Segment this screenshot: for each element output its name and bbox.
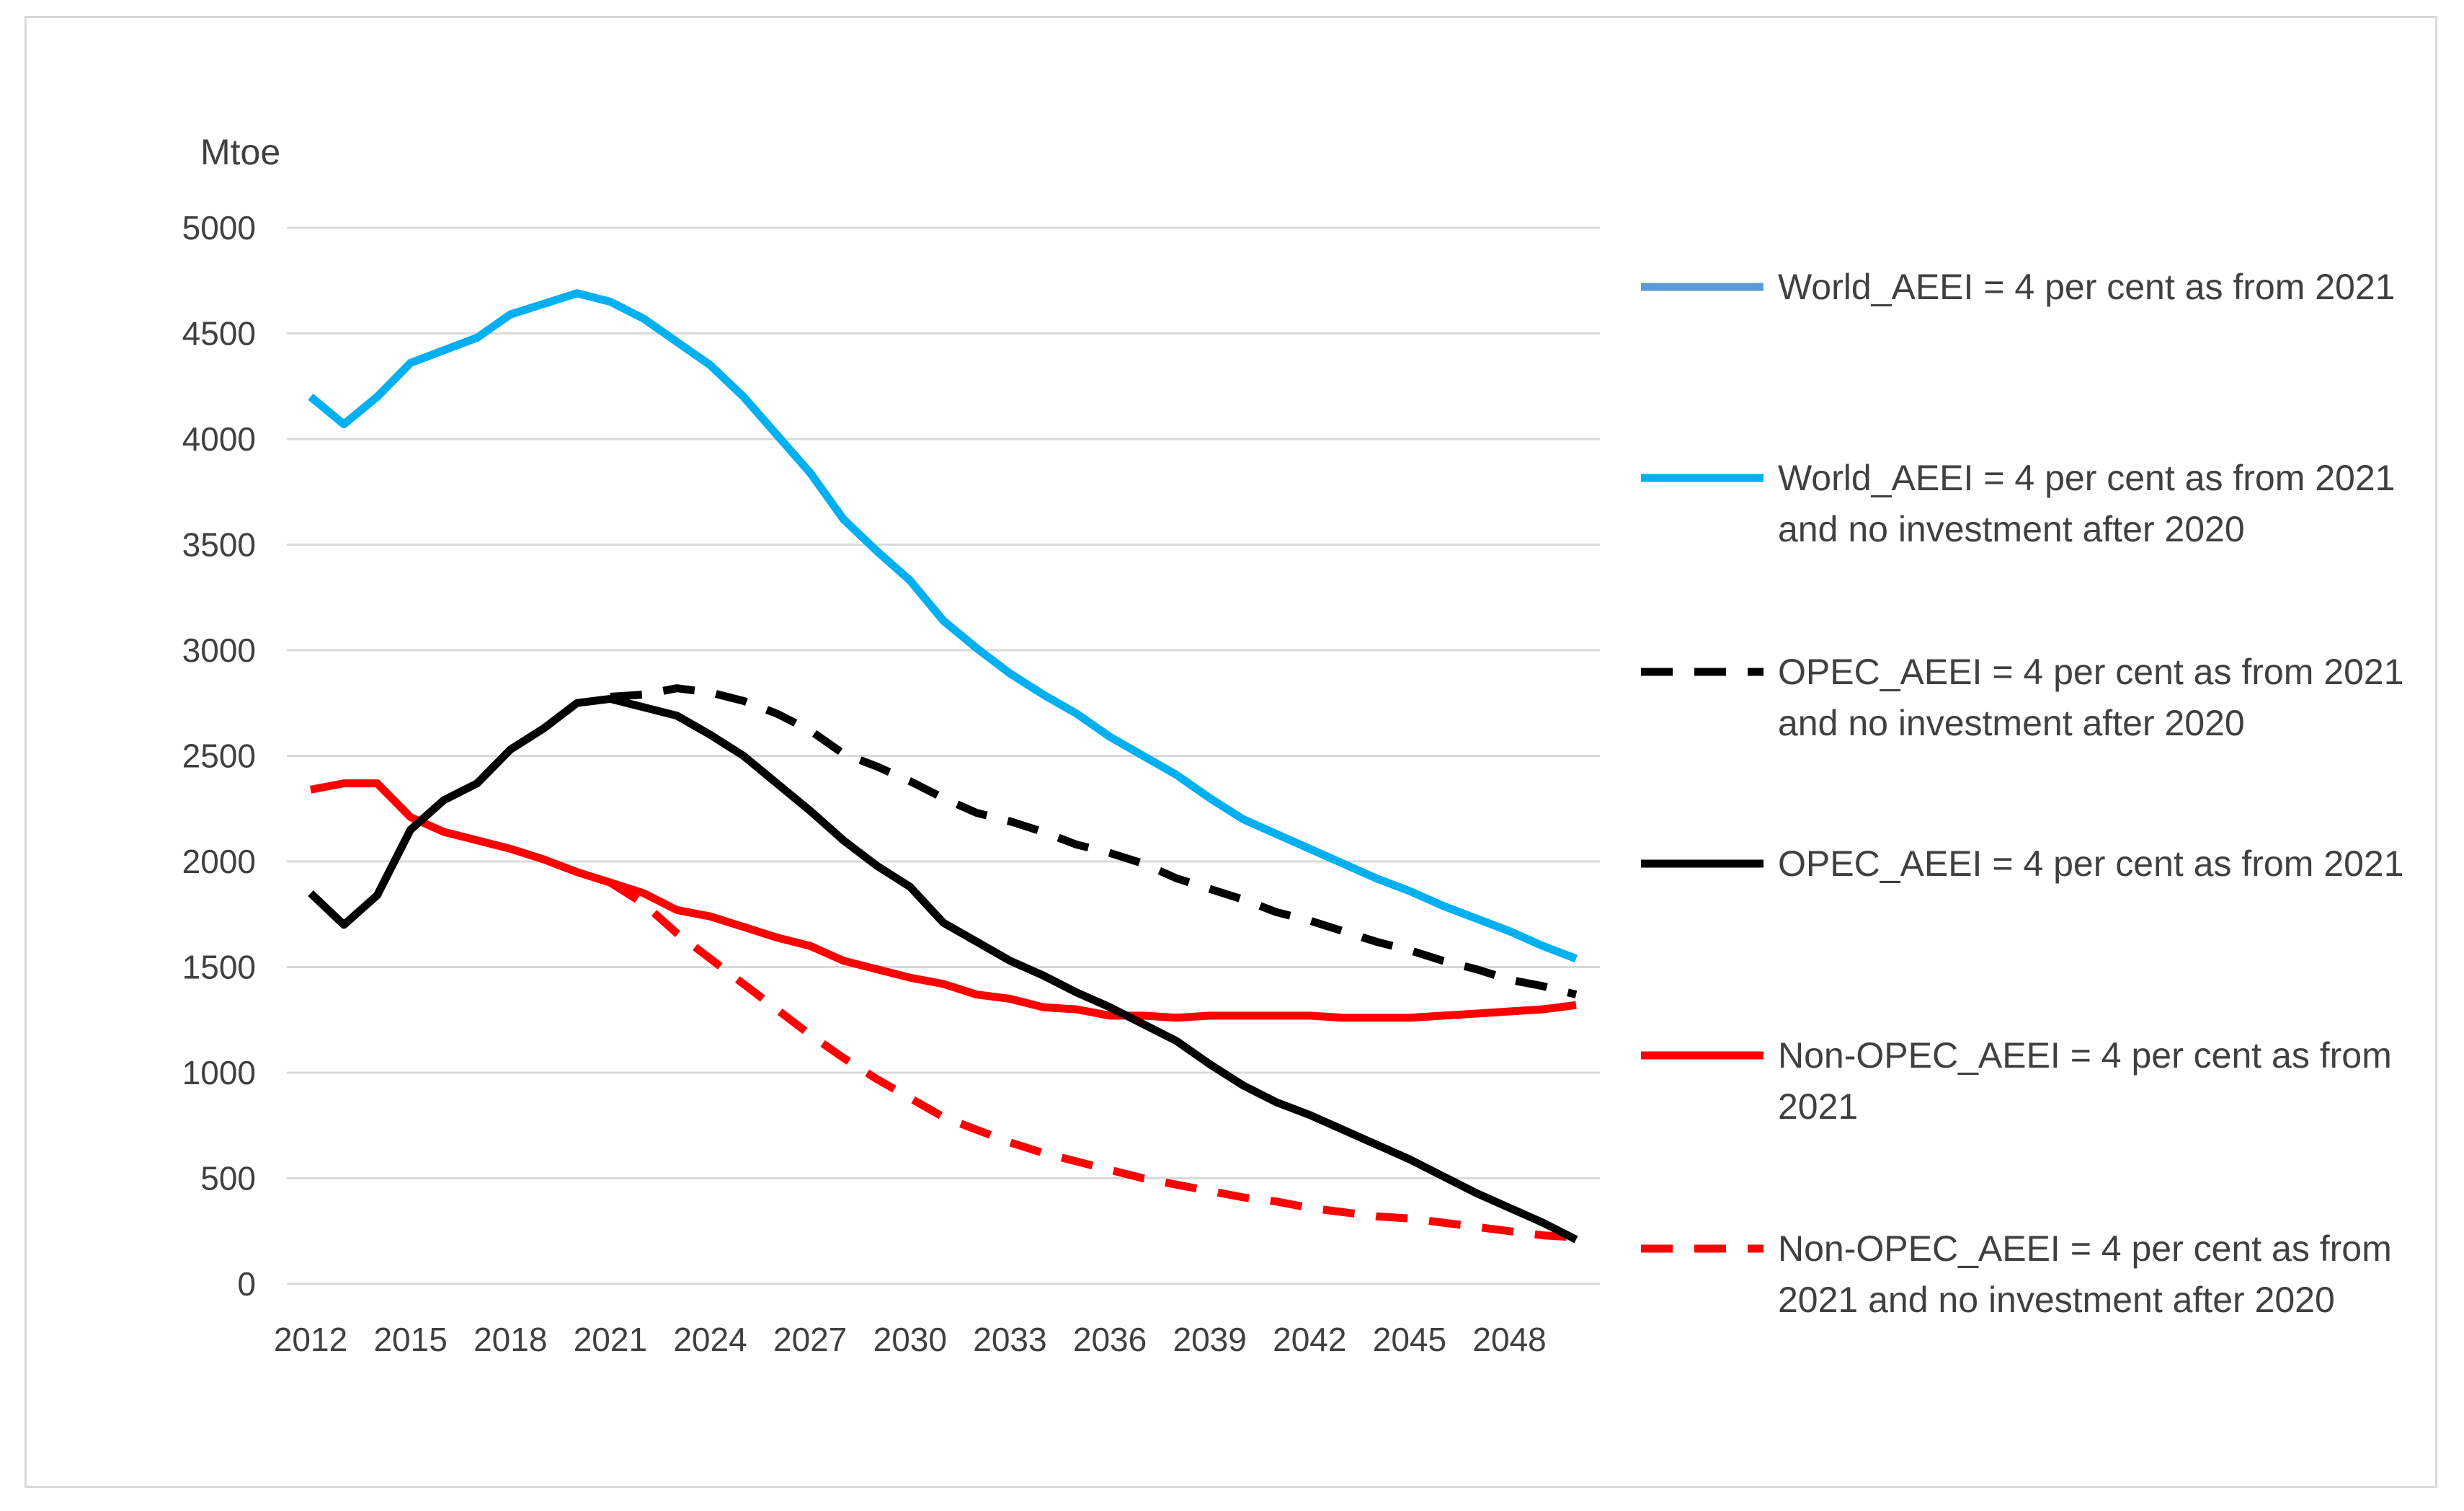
legend-label-4: Non-OPEC_AEEI = 4 per cent as from 2021	[1778, 1035, 2392, 1127]
chart-frame	[25, 16, 2437, 1488]
x-tick-label: 2033	[973, 1321, 1046, 1358]
y-tick-label: 500	[200, 1160, 256, 1197]
y-tick-label: 4000	[182, 420, 256, 458]
gridlines	[287, 226, 1600, 1285]
x-tick-label: 2042	[1273, 1321, 1346, 1358]
y-axis-label: Mtoe	[200, 132, 280, 172]
y-axis-tick-labels: 0 500 1000 1500 2000 2500 3000 3500 4000 4500 5000	[182, 209, 256, 1303]
x-tick-label: 2015	[373, 1321, 447, 1358]
x-tick-label: 2024	[673, 1321, 747, 1358]
legend-label-1: World_AEEI = 4 per cent as from 2021 and …	[1778, 458, 2395, 549]
legend-label-0: World_AEEI = 4 per cent as from 2021	[1778, 267, 2395, 307]
legend-label-3: OPEC_AEEI = 4 per cent as from 2021	[1778, 843, 2404, 884]
y-tick-label: 3000	[182, 632, 256, 669]
x-tick-label: 2021	[574, 1321, 647, 1358]
series-line-2	[610, 684, 1578, 998]
x-tick-label: 2018	[473, 1321, 547, 1358]
y-tick-label: 2000	[182, 843, 256, 880]
x-tick-label: 2027	[773, 1321, 847, 1358]
y-tick-label: 0	[237, 1265, 256, 1303]
y-tick-label: 1500	[182, 949, 256, 986]
series-line-5	[608, 879, 1577, 1241]
series-line-1	[308, 289, 1578, 962]
x-tick-label: 2045	[1373, 1321, 1446, 1358]
x-axis-tick-labels: 2012 2015 2018 2021 2024 2027 2030 2033 2036 2039…	[274, 1321, 1547, 1358]
y-tick-label: 5000	[182, 209, 256, 247]
series-lines	[308, 289, 1578, 1244]
x-tick-label: 2039	[1173, 1321, 1247, 1358]
y-tick-label: 4500	[182, 315, 256, 353]
series-line-0	[308, 289, 1578, 962]
y-tick-label: 2500	[182, 737, 256, 775]
legend-label-5: Non-OPEC_AEEI = 4 per cent as from 2021 a…	[1778, 1228, 2392, 1320]
legend-label-2: OPEC_AEEI = 4 per cent as from 2021 and n…	[1778, 652, 2404, 743]
y-tick-label: 1000	[182, 1054, 256, 1091]
x-tick-label: 2012	[274, 1321, 347, 1358]
x-tick-label: 2030	[873, 1321, 947, 1358]
series-line-3	[308, 694, 1578, 1244]
x-tick-label: 2036	[1073, 1321, 1147, 1358]
legend: World_AEEI = 4 per cent as from 2021 Worl…	[1641, 267, 2404, 1320]
x-tick-label: 2048	[1472, 1321, 1546, 1358]
series-line-4	[309, 779, 1577, 1022]
y-tick-label: 3500	[182, 526, 256, 564]
